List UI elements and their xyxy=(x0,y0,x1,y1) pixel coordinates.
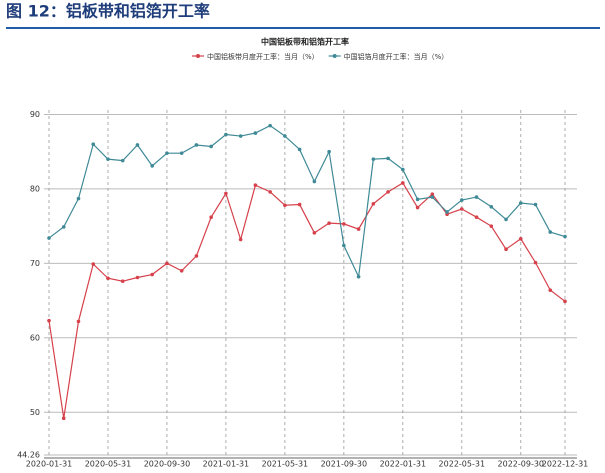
point xyxy=(401,181,405,185)
point xyxy=(401,167,405,172)
point xyxy=(165,151,169,155)
point xyxy=(415,205,420,210)
point xyxy=(327,149,331,154)
point xyxy=(460,207,464,211)
point xyxy=(47,318,51,323)
x-tick-label: 2022-01-31 xyxy=(380,460,427,469)
point xyxy=(474,215,479,219)
point xyxy=(253,183,258,187)
point xyxy=(47,236,51,240)
point xyxy=(120,158,125,163)
point xyxy=(474,195,479,199)
legend-label: 中国铝箔月度开工率：当月（%） xyxy=(344,52,449,61)
point xyxy=(386,156,390,161)
point xyxy=(165,261,169,266)
point xyxy=(238,237,243,242)
point xyxy=(312,179,317,184)
point xyxy=(224,132,228,137)
x-tick-label: 2021-01-31 xyxy=(203,460,250,469)
point xyxy=(504,217,508,222)
x-tick-label: 2022-05-31 xyxy=(439,460,486,469)
point xyxy=(135,143,140,147)
point xyxy=(179,151,184,155)
point xyxy=(356,274,361,279)
point xyxy=(518,201,523,205)
x-tick-label: 2022-12-31 xyxy=(542,460,589,469)
point xyxy=(209,215,213,219)
point xyxy=(548,288,553,292)
legend-label: 中国铝板带月度开工率：当月（%） xyxy=(207,52,319,61)
point xyxy=(518,236,523,241)
x-tick-label: 2021-05-31 xyxy=(262,460,309,469)
point xyxy=(135,275,140,280)
point xyxy=(489,224,494,228)
point xyxy=(106,157,110,161)
series-line xyxy=(48,182,566,419)
y-tick-label: 44.26 xyxy=(17,451,40,460)
point xyxy=(150,272,154,277)
point xyxy=(489,204,494,209)
point xyxy=(283,134,287,138)
point xyxy=(238,134,243,138)
point xyxy=(312,231,317,235)
point xyxy=(504,247,508,252)
point xyxy=(106,276,110,281)
point xyxy=(563,299,567,304)
point xyxy=(533,202,538,207)
point xyxy=(297,147,302,152)
point xyxy=(445,210,449,214)
point xyxy=(342,222,346,226)
x-tick-label: 2020-01-31 xyxy=(26,460,73,469)
point xyxy=(91,262,96,266)
x-tick-label: 2022-09-30 xyxy=(498,460,545,469)
point xyxy=(194,254,199,258)
point xyxy=(268,123,272,128)
point xyxy=(430,195,435,199)
point xyxy=(120,279,125,284)
point xyxy=(327,221,331,225)
point xyxy=(371,201,376,206)
point xyxy=(342,243,346,248)
point xyxy=(61,416,66,421)
y-tick-label: 80 xyxy=(30,184,40,193)
y-tick-label: 90 xyxy=(30,110,40,119)
y-tick-label: 50 xyxy=(30,408,40,417)
point xyxy=(76,319,81,324)
legend-marker xyxy=(196,54,200,58)
x-tick-label: 2020-09-30 xyxy=(144,460,191,469)
point xyxy=(209,144,213,149)
point xyxy=(268,190,272,194)
point xyxy=(460,198,464,202)
point xyxy=(150,164,154,168)
x-tick-label: 2020-05-31 xyxy=(85,460,132,469)
figure-title: 图 12：铝板带和铝箔开工率 xyxy=(6,2,210,21)
point xyxy=(371,157,376,161)
point xyxy=(548,230,553,234)
y-tick-label: 60 xyxy=(30,333,40,342)
y-tick-label: 70 xyxy=(30,259,40,268)
point xyxy=(415,197,420,202)
point xyxy=(563,234,567,239)
x-tick-label: 2021-09-30 xyxy=(321,460,368,469)
point xyxy=(533,260,538,265)
point xyxy=(91,142,96,147)
point xyxy=(61,225,66,229)
chart-title: 中国铝板带和铝箔开工率 xyxy=(261,37,349,47)
point xyxy=(253,131,258,135)
point xyxy=(297,202,302,207)
point xyxy=(194,143,199,147)
point xyxy=(224,191,228,196)
series-line xyxy=(48,124,566,279)
point xyxy=(356,227,361,231)
legend-marker xyxy=(332,54,337,58)
point xyxy=(283,203,287,208)
point xyxy=(76,196,81,201)
point xyxy=(179,269,184,273)
point xyxy=(430,192,435,196)
point xyxy=(386,190,390,194)
